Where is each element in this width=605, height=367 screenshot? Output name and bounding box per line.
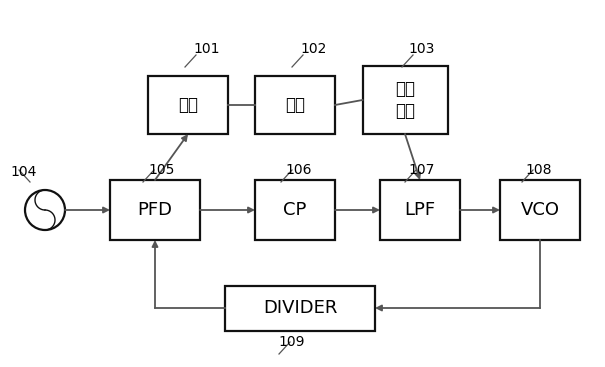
Text: DIVIDER: DIVIDER bbox=[263, 299, 337, 317]
Text: 106: 106 bbox=[285, 163, 312, 177]
Text: 滤波: 滤波 bbox=[285, 96, 305, 114]
Bar bbox=[255, 76, 335, 134]
Bar bbox=[148, 76, 228, 134]
Bar bbox=[110, 180, 200, 240]
Bar bbox=[225, 286, 375, 331]
Bar bbox=[362, 66, 448, 134]
Text: 101: 101 bbox=[193, 42, 220, 56]
Bar bbox=[380, 180, 460, 240]
Text: 108: 108 bbox=[525, 163, 552, 177]
Text: 102: 102 bbox=[300, 42, 326, 56]
Text: 109: 109 bbox=[278, 335, 304, 349]
Bar bbox=[255, 180, 335, 240]
Text: 整流: 整流 bbox=[178, 96, 198, 114]
Text: 104: 104 bbox=[10, 165, 36, 179]
Text: LPF: LPF bbox=[404, 201, 436, 219]
Text: 105: 105 bbox=[148, 163, 174, 177]
Bar bbox=[500, 180, 580, 240]
Text: 带宽
控制: 带宽 控制 bbox=[395, 80, 415, 120]
Text: VCO: VCO bbox=[520, 201, 560, 219]
Text: 107: 107 bbox=[408, 163, 434, 177]
Text: CP: CP bbox=[283, 201, 307, 219]
Text: PFD: PFD bbox=[137, 201, 172, 219]
Text: 103: 103 bbox=[408, 42, 434, 56]
